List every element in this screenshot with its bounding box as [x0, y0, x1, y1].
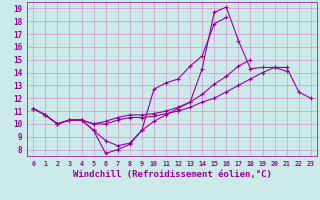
X-axis label: Windchill (Refroidissement éolien,°C): Windchill (Refroidissement éolien,°C)	[73, 170, 271, 179]
